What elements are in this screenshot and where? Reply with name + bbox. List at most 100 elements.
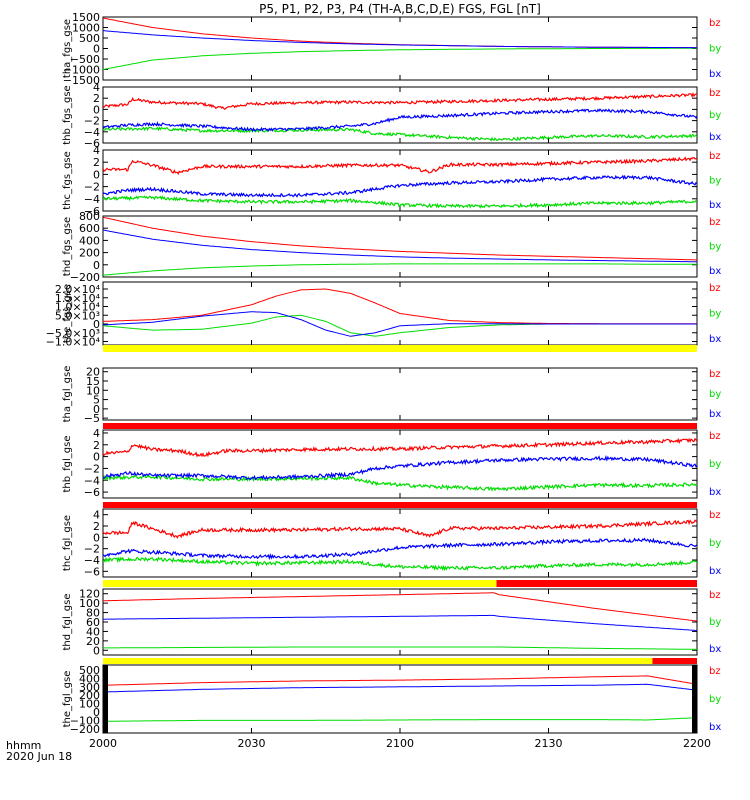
y-tick-label: −200 bbox=[70, 723, 100, 736]
status-bar-yellow bbox=[103, 658, 653, 664]
panel-thc_fgl_gse: 420−2−4−6 thc_fgl_gse bz by bx bbox=[62, 508, 721, 578]
series-by bbox=[103, 47, 697, 70]
legend-bz: bz bbox=[709, 369, 721, 380]
y-axis-label: the_fgl_gse bbox=[62, 671, 73, 728]
legend-bx: bx bbox=[709, 132, 721, 143]
legend-bx: bx bbox=[709, 487, 721, 498]
series-bz bbox=[103, 592, 697, 622]
x-tick-label: 2000 bbox=[89, 737, 117, 750]
y-tick-label: 100 bbox=[79, 597, 100, 610]
y-tick-label: 0 bbox=[93, 168, 100, 181]
y-tick-label: 0 bbox=[93, 103, 100, 116]
legend-bz: bz bbox=[709, 666, 721, 677]
y-tick-label: 300 bbox=[79, 681, 100, 694]
y-tick-label: 2 bbox=[93, 439, 100, 452]
y-tick-label: 500 bbox=[79, 32, 100, 45]
y-tick-label: 1.0×10⁴ bbox=[55, 301, 101, 314]
series-bx bbox=[103, 174, 697, 198]
status-bar-red bbox=[103, 423, 697, 429]
x-axis-label-line2: 2020 Jun 18 bbox=[6, 750, 72, 763]
y-tick-label: −2 bbox=[84, 543, 100, 556]
series-by bbox=[103, 126, 697, 142]
legend-by: by bbox=[709, 459, 721, 470]
y-tick-label: −1.0×10⁴ bbox=[46, 336, 101, 349]
y-axis-label: the_fgs_gse bbox=[62, 284, 73, 343]
legend-bx: bx bbox=[709, 200, 721, 211]
legend-bz: bz bbox=[709, 431, 721, 442]
y-tick-label: 1.5×10⁴ bbox=[55, 292, 101, 305]
series-by bbox=[108, 717, 693, 722]
status-bar-yellow bbox=[103, 345, 697, 352]
y-tick-label: −4 bbox=[84, 554, 100, 567]
y-tick-label: −500 bbox=[70, 53, 100, 66]
edge-bar-left bbox=[103, 665, 108, 733]
series-bx bbox=[103, 455, 697, 481]
y-tick-label: 400 bbox=[79, 234, 100, 247]
panel-frame bbox=[102, 215, 698, 278]
y-tick-label: −5.0×10³ bbox=[46, 327, 100, 340]
x-tick-label: 2130 bbox=[535, 737, 563, 750]
panel-thc_fgs_gse: 420−2−4−6 thc_fgs_gse bz by bx bbox=[62, 144, 721, 218]
y-tick-label: 20 bbox=[86, 366, 100, 379]
status-bar-red bbox=[103, 502, 697, 508]
legend-bx: bx bbox=[709, 69, 721, 80]
y-tick-label: 80 bbox=[86, 607, 100, 620]
panel-the_fgs_gse: 2.0×10⁴1.5×10⁴1.0×10⁴5.0×10³0−5.0×10³−1.… bbox=[46, 281, 721, 349]
y-axis-label: thc_fgl_gse bbox=[62, 515, 73, 571]
y-tick-label: 0 bbox=[93, 531, 100, 544]
y-axis-label: thb_fgl_gse bbox=[62, 436, 73, 493]
legend-by: by bbox=[709, 538, 721, 549]
y-axis-label: thd_fgs_gse bbox=[62, 217, 73, 276]
status-bars bbox=[103, 345, 697, 664]
legend-bx: bx bbox=[709, 566, 721, 577]
y-tick-label: −4 bbox=[84, 474, 100, 487]
panel-frame bbox=[102, 367, 698, 421]
y-tick-label: 0 bbox=[93, 403, 100, 416]
y-tick-label: 40 bbox=[86, 625, 100, 638]
series-bz bbox=[103, 156, 697, 176]
y-tick-label: 4 bbox=[93, 81, 100, 94]
y-tick-label: 2.0×10⁴ bbox=[55, 283, 101, 296]
y-tick-label: 500 bbox=[79, 664, 100, 677]
series-by bbox=[103, 556, 697, 572]
y-tick-label: 2 bbox=[93, 156, 100, 169]
y-tick-label: 0 bbox=[93, 43, 100, 56]
y-tick-label: 400 bbox=[79, 672, 100, 685]
legend-bz: bz bbox=[709, 283, 721, 294]
panel-frame bbox=[102, 664, 698, 734]
y-tick-label: −4 bbox=[84, 126, 100, 139]
series-bx bbox=[103, 229, 697, 263]
panel-frame bbox=[102, 149, 698, 212]
y-tick-label: 60 bbox=[86, 616, 100, 629]
y-axis-label: thc_fgs_gse bbox=[62, 151, 73, 210]
y-tick-label: 0 bbox=[93, 451, 100, 464]
y-tick-label: 5.0×10³ bbox=[55, 309, 100, 322]
y-tick-label: 4 bbox=[93, 509, 100, 522]
series-bz bbox=[108, 675, 697, 686]
legend-by: by bbox=[709, 617, 721, 628]
y-tick-label: −5 bbox=[84, 412, 100, 425]
y-tick-label: 200 bbox=[79, 689, 100, 702]
y-tick-label: 4 bbox=[93, 427, 100, 440]
series-bx bbox=[103, 108, 697, 133]
y-tick-label: 5 bbox=[93, 394, 100, 407]
legend-by: by bbox=[709, 110, 721, 121]
panel-frame bbox=[102, 86, 698, 144]
y-tick-label: −6 bbox=[84, 565, 100, 578]
legend-by: by bbox=[709, 44, 721, 55]
legend-bx: bx bbox=[709, 409, 721, 420]
series-bz bbox=[103, 288, 697, 325]
legend-by: by bbox=[709, 694, 721, 705]
y-tick-label: 0 bbox=[93, 706, 100, 719]
y-tick-label: −1500 bbox=[63, 74, 100, 87]
panel-thb_fgs_gse: 420−2−4−6 thb_fgs_gse bz by bx bbox=[62, 81, 721, 150]
y-axis-label: tha_fgs_gse bbox=[62, 19, 73, 78]
legend-by: by bbox=[709, 176, 721, 187]
y-tick-label: 100 bbox=[79, 698, 100, 711]
x-axis-label-line1: hhmm bbox=[6, 739, 41, 752]
